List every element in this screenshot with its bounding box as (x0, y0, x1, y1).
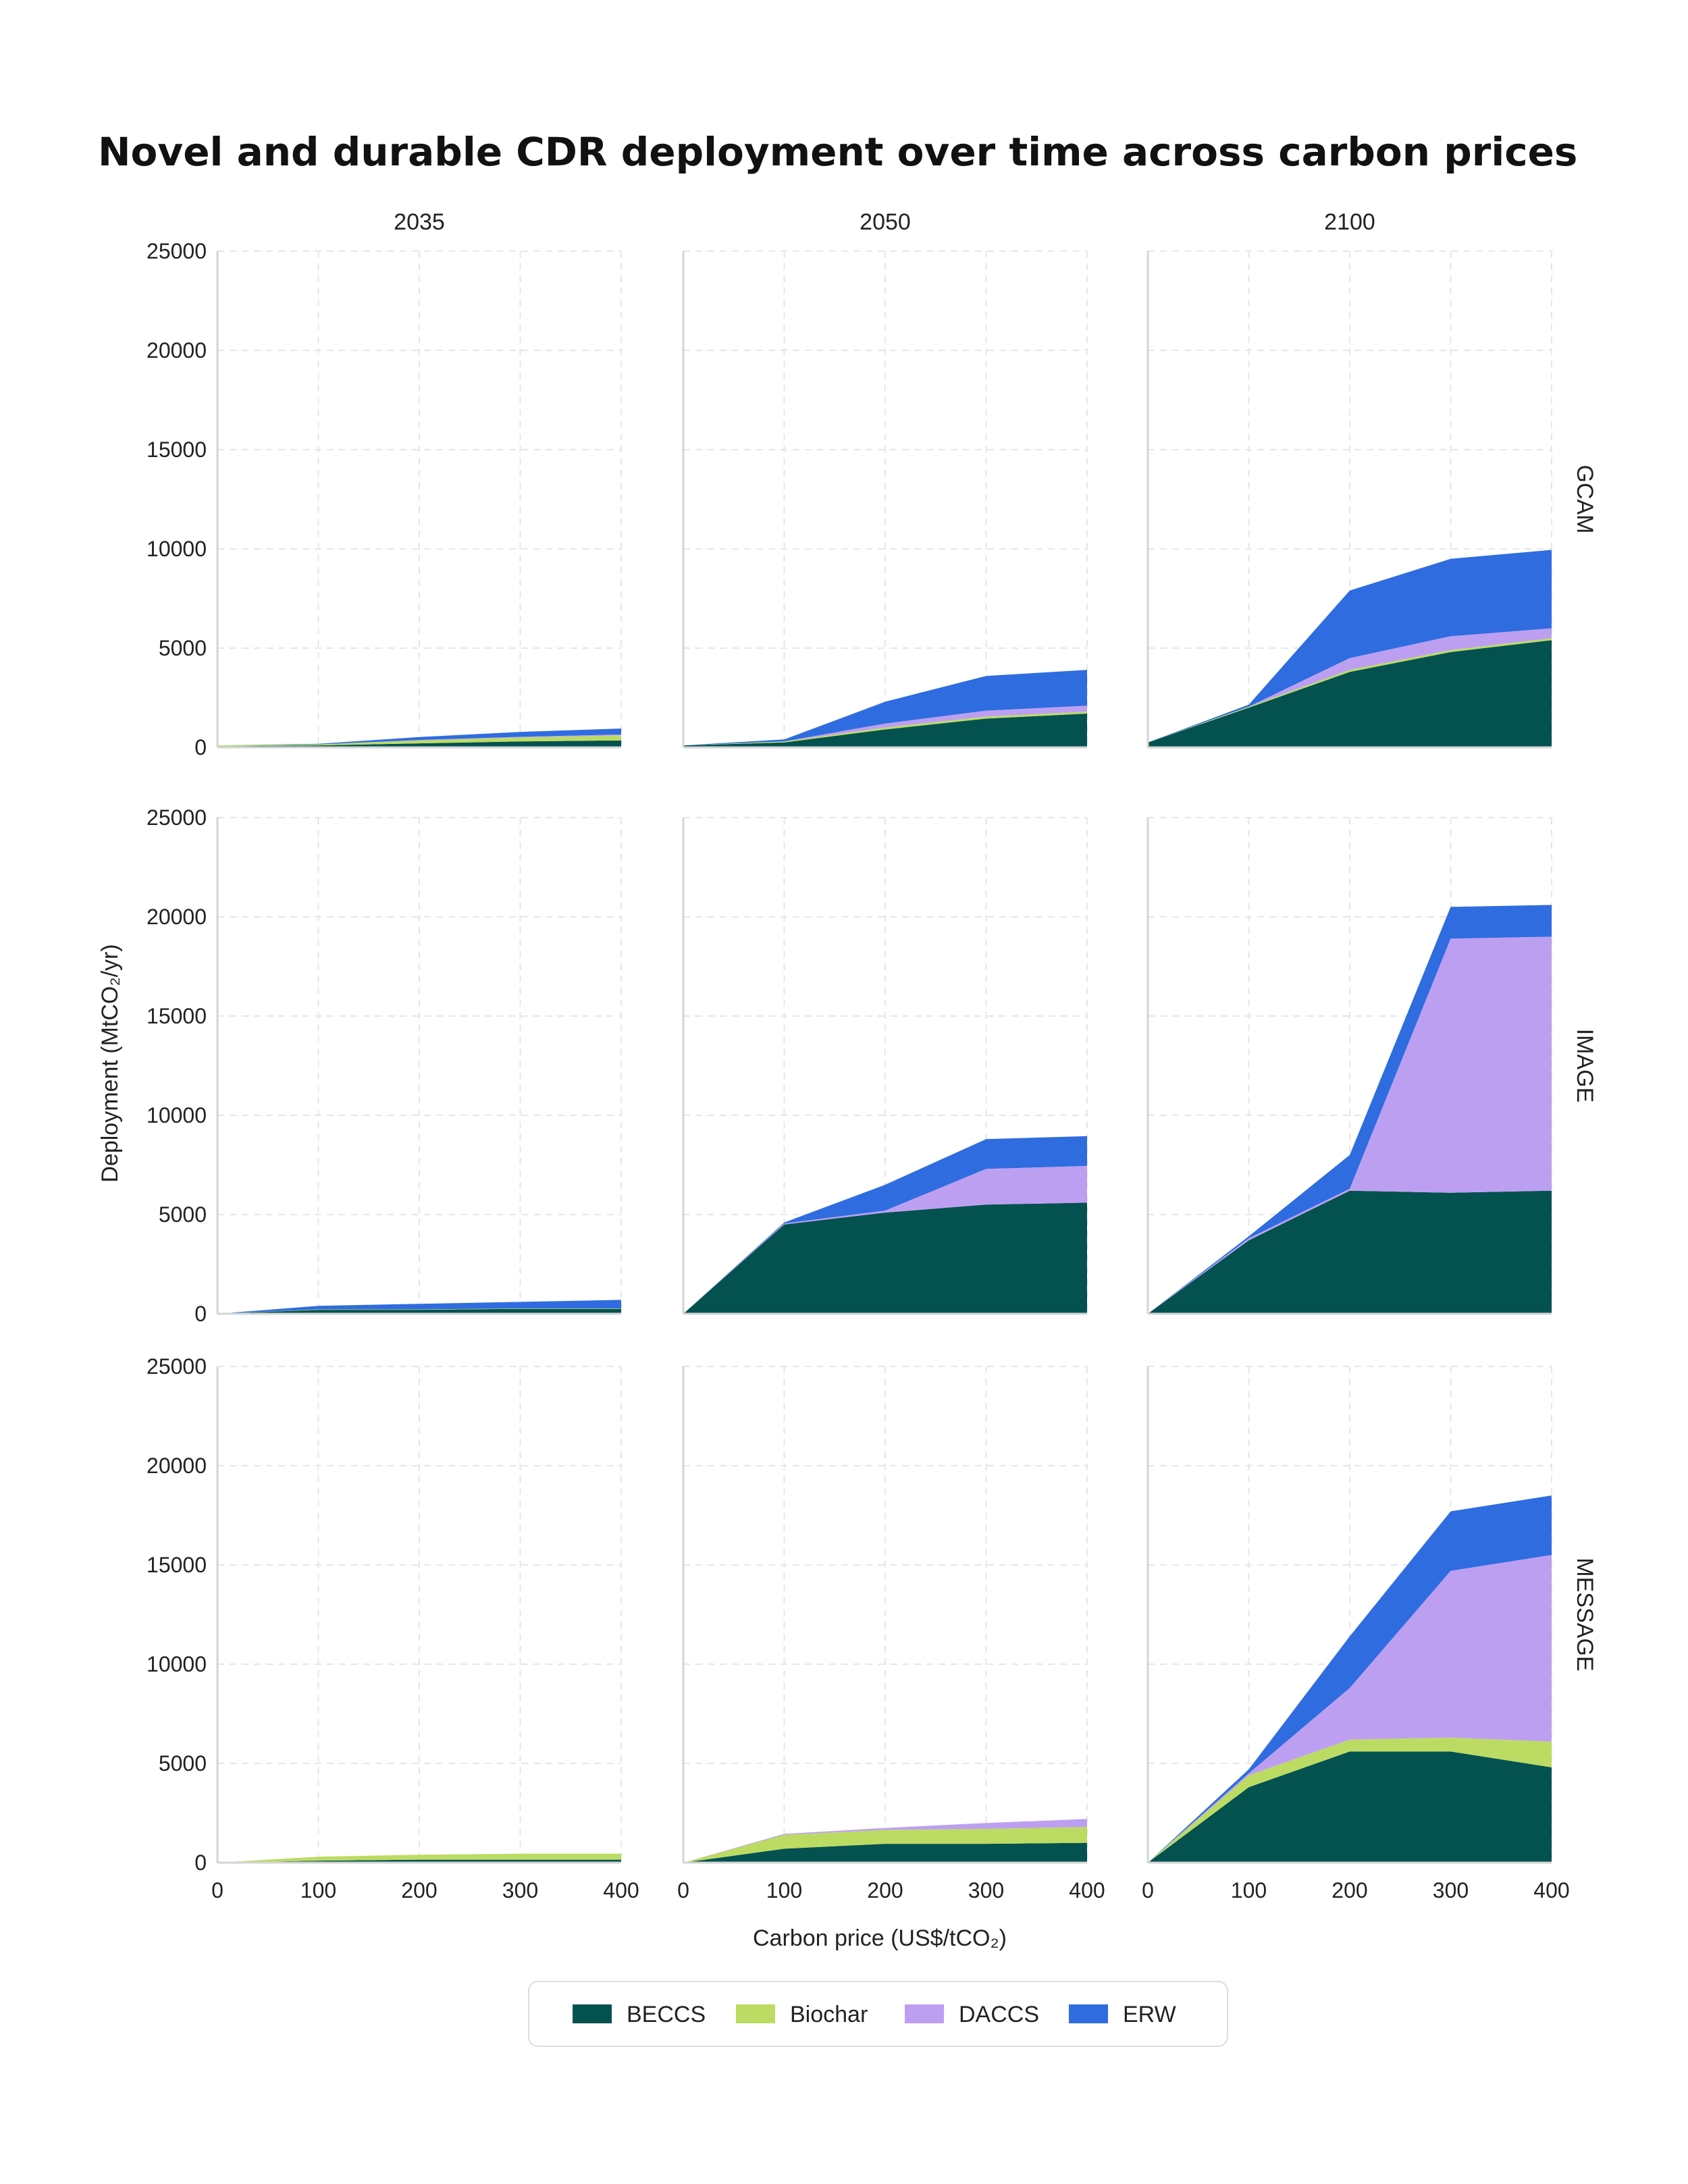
row-label-MESSAGE: MESSAGE (1572, 1557, 1598, 1671)
area-biochar-MESSAGE-2035 (217, 1853, 621, 1863)
y-tick-label: 5000 (159, 1751, 207, 1776)
area-daccs-IMAGE-2050 (683, 1166, 1087, 1314)
area-daccs-GCAM-2050 (683, 705, 1087, 746)
legend-label-biochar: Biochar (790, 2002, 868, 2027)
x-tick-label: 300 (1433, 1878, 1469, 1902)
legend: BECCS Biochar DACCS ERW (528, 1981, 1228, 2047)
y-tick-label: 0 (194, 1302, 207, 1326)
area-daccs-IMAGE-2100 (1148, 936, 1552, 1314)
y-tick-label: 15000 (147, 1004, 207, 1028)
area-biochar-MESSAGE-2100 (1148, 1737, 1552, 1863)
area-daccs-MESSAGE-2100 (1148, 1555, 1552, 1863)
area-beccs-IMAGE-2100 (1148, 1190, 1552, 1314)
y-tick-label: 25000 (147, 1354, 207, 1379)
y-tick-label: 0 (194, 1850, 207, 1875)
legend-swatch-biochar (736, 2004, 775, 2023)
area-erw-GCAM-2050 (683, 670, 1087, 746)
area-daccs-MESSAGE-2050 (683, 1819, 1087, 1863)
column-header-2035: 2035 (394, 209, 445, 235)
x-tick-label: 400 (1069, 1878, 1105, 1902)
panel-IMAGE-2100 (1146, 817, 1552, 1315)
legend-box (528, 1981, 1228, 2047)
x-tick-label: 0 (211, 1878, 223, 1902)
legend-items: BECCS Biochar DACCS ERW (573, 2002, 1176, 2027)
area-biochar-MESSAGE-2050 (683, 1827, 1087, 1863)
y-tick-label: 0 (194, 735, 207, 760)
x-tick-label: 300 (502, 1878, 538, 1902)
panel-GCAM-2035: 0 5000 10000 15000 20000 25000 (147, 239, 622, 760)
legend-label-beccs: BECCS (627, 2002, 706, 2027)
panel-IMAGE-2035: 0 5000 10000 15000 20000 25000 (147, 805, 622, 1326)
area-biochar-GCAM-2050 (683, 712, 1087, 746)
y-tick-label: 20000 (147, 338, 207, 363)
y-tick-label: 25000 (147, 805, 207, 830)
panel-GCAM-2100 (1146, 250, 1552, 749)
panels-layer: 2035 2050 2100GCAMIMAGEMESSAGE050001000015… (147, 209, 1598, 1902)
x-tick-label: 300 (968, 1878, 1004, 1902)
legend-swatch-erw (1069, 2004, 1108, 2023)
row-label-GCAM: GCAM (1572, 465, 1598, 534)
x-tick-label: 200 (401, 1878, 437, 1902)
area-beccs-IMAGE-2035 (217, 1308, 621, 1314)
area-erw-IMAGE-2035 (217, 1300, 621, 1314)
y-axis-label: Deployment (MtCO₂/yr) (97, 944, 123, 1182)
x-tick-label: 0 (677, 1878, 689, 1902)
row-label-IMAGE: IMAGE (1572, 1029, 1598, 1103)
area-daccs-GCAM-2100 (1148, 628, 1552, 743)
panel-MESSAGE-2050: 0 100 200 300 400 (677, 1366, 1105, 1902)
area-beccs-GCAM-2050 (683, 714, 1087, 747)
x-tick-label: 100 (766, 1878, 802, 1902)
x-tick-label: 400 (1533, 1878, 1569, 1902)
y-tick-label: 15000 (147, 437, 207, 462)
area-biochar-IMAGE-2035 (217, 1308, 621, 1314)
legend-label-erw: ERW (1123, 2002, 1176, 2027)
legend-swatch-beccs (573, 2004, 612, 2023)
area-erw-GCAM-2100 (1148, 550, 1552, 743)
x-tick-label: 0 (1142, 1878, 1154, 1902)
column-header-2050: 2050 (860, 209, 911, 235)
area-beccs-MESSAGE-2050 (683, 1842, 1087, 1863)
area-erw-GCAM-2035 (217, 728, 621, 746)
y-tick-label: 10000 (147, 1652, 207, 1676)
x-tick-label: 100 (1231, 1878, 1267, 1902)
x-tick-label: 100 (300, 1878, 336, 1902)
column-header-2100: 2100 (1324, 209, 1375, 235)
y-tick-label: 25000 (147, 239, 207, 263)
x-tick-label: 200 (867, 1878, 903, 1902)
x-tick-label: 200 (1331, 1878, 1367, 1902)
area-beccs-GCAM-2100 (1148, 640, 1552, 747)
x-axis-label: Carbon price (US$/tCO₂) (753, 1925, 1007, 1951)
y-tick-label: 20000 (147, 1454, 207, 1478)
area-biochar-GCAM-2035 (217, 735, 621, 747)
panel-MESSAGE-2100: 0 100 200 300 400 (1142, 1366, 1570, 1902)
y-tick-label: 20000 (147, 905, 207, 929)
area-beccs-IMAGE-2050 (683, 1202, 1087, 1314)
area-beccs-GCAM-2035 (217, 740, 621, 747)
y-tick-label: 5000 (159, 1202, 207, 1227)
y-tick-label: 5000 (159, 636, 207, 660)
area-beccs-MESSAGE-2100 (1148, 1751, 1552, 1863)
x-tick-label: 400 (603, 1878, 639, 1902)
area-daccs-GCAM-2035 (217, 734, 621, 746)
panel-IMAGE-2050 (682, 817, 1088, 1315)
chart-title: Novel and durable CDR deployment over ti… (98, 129, 1577, 175)
legend-swatch-daccs (905, 2004, 944, 2023)
y-tick-label: 10000 (147, 1103, 207, 1127)
panel-MESSAGE-2035: 0 5000 10000 15000 20000 25000 0 100 200 300 400 (147, 1354, 639, 1902)
area-erw-MESSAGE-2100 (1148, 1495, 1552, 1863)
panel-GCAM-2050 (682, 250, 1088, 749)
area-erw-IMAGE-2050 (683, 1136, 1087, 1314)
y-tick-label: 10000 (147, 537, 207, 561)
y-tick-label: 15000 (147, 1553, 207, 1577)
legend-label-daccs: DACCS (959, 2002, 1039, 2027)
